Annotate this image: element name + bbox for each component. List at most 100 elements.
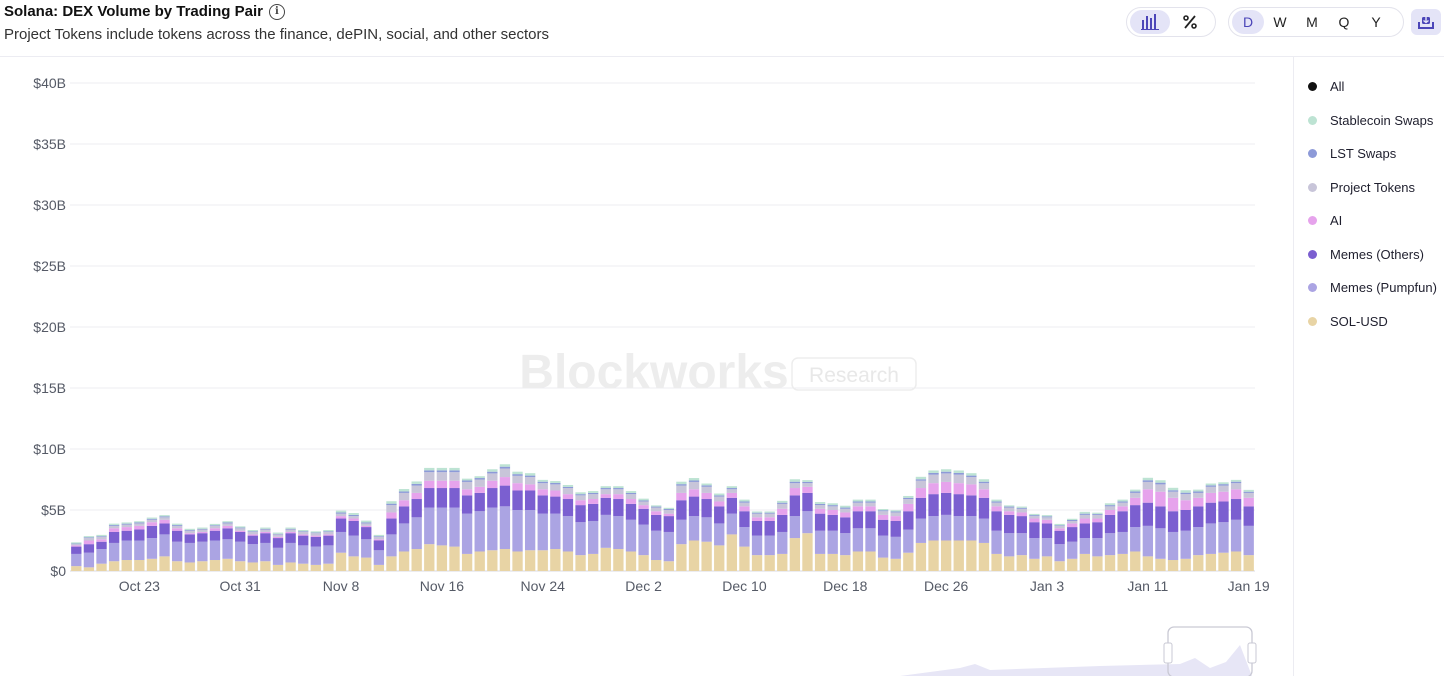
bar-segment[interactable] [600, 497, 611, 515]
bar-segment[interactable] [840, 507, 851, 509]
bar-segment[interactable] [235, 526, 246, 528]
bar-segment[interactable] [940, 473, 952, 482]
bar-segment[interactable] [171, 528, 183, 531]
bar-segment[interactable] [386, 556, 397, 571]
bar-segment[interactable] [1243, 506, 1254, 526]
bar-segment[interactable] [550, 549, 561, 571]
bar-segment[interactable] [1029, 558, 1040, 571]
bar-segment[interactable] [260, 528, 271, 530]
bar-segment[interactable] [121, 522, 132, 524]
bar-segment[interactable] [991, 502, 1002, 507]
bar-segment[interactable] [209, 525, 221, 529]
bar-segment[interactable] [852, 511, 864, 529]
bar-segment[interactable] [272, 532, 284, 534]
bar-segment[interactable] [991, 501, 1002, 503]
bar-segment[interactable] [424, 470, 435, 473]
bar-segment[interactable] [739, 546, 750, 571]
bar-segment[interactable] [827, 530, 838, 554]
bar-segment[interactable] [424, 472, 435, 481]
bar-segment[interactable] [146, 525, 158, 539]
bar-segment[interactable] [398, 492, 410, 501]
bar-segment[interactable] [1004, 506, 1015, 508]
bar-segment[interactable] [865, 499, 876, 502]
bar-segment[interactable] [1016, 516, 1027, 534]
bar-segment[interactable] [323, 531, 334, 532]
bar-segment[interactable] [814, 505, 826, 509]
bar-segment[interactable] [96, 536, 107, 540]
bar-segment[interactable] [966, 516, 977, 541]
bar-segment[interactable] [827, 510, 838, 515]
bar-segment[interactable] [1243, 492, 1254, 498]
bar-segment[interactable] [411, 549, 422, 571]
legend-item[interactable]: Memes (Others) [1308, 238, 1444, 272]
bar-segment[interactable] [398, 491, 410, 493]
bar-segment[interactable] [285, 531, 296, 534]
bar-segment[interactable] [852, 499, 864, 502]
bar-segment[interactable] [739, 499, 750, 502]
bar-segment[interactable] [1230, 551, 1242, 571]
bar-segment[interactable] [1205, 486, 1217, 493]
bar-segment[interactable] [978, 479, 990, 482]
bar-segment[interactable] [663, 513, 674, 517]
bar-segment[interactable] [461, 553, 473, 571]
bar-segment[interactable] [171, 561, 183, 571]
bar-segment[interactable] [71, 566, 82, 571]
bar-segment[interactable] [676, 485, 687, 493]
bar-segment[interactable] [1218, 484, 1229, 486]
bar-segment[interactable] [361, 522, 372, 524]
bar-segment[interactable] [424, 544, 435, 571]
bar-segment[interactable] [726, 488, 738, 490]
bar-segment[interactable] [903, 499, 914, 504]
bar-segment[interactable] [562, 484, 574, 487]
bar-segment[interactable] [688, 481, 700, 490]
legend-item[interactable]: LST Swaps [1308, 137, 1444, 171]
bar-segment[interactable] [991, 511, 1002, 531]
bar-segment[interactable] [159, 556, 170, 571]
bar-segment[interactable] [1079, 511, 1090, 514]
bar-segment[interactable] [121, 530, 132, 541]
bar-segment[interactable] [1180, 490, 1191, 493]
bar-segment[interactable] [424, 488, 435, 508]
bar-segment[interactable] [953, 483, 964, 495]
bar-segment[interactable] [550, 482, 561, 485]
bar-segment[interactable] [537, 479, 548, 482]
bar-segment[interactable] [1218, 522, 1229, 553]
bar-segment[interactable] [789, 479, 801, 482]
bar-segment[interactable] [134, 522, 145, 524]
legend-item[interactable]: Project Tokens [1308, 171, 1444, 205]
bar-segment[interactable] [777, 500, 788, 503]
bar-segment[interactable] [1180, 494, 1191, 501]
bar-segment[interactable] [209, 525, 221, 526]
bar-segment[interactable] [449, 470, 460, 473]
legend-item[interactable]: Stablecoin Swaps [1308, 104, 1444, 138]
bar-segment[interactable] [676, 519, 687, 545]
bar-segment[interactable] [1054, 544, 1065, 562]
bar-segment[interactable] [852, 506, 864, 512]
bar-segment[interactable] [96, 539, 107, 542]
bar-segment[interactable] [1130, 491, 1141, 493]
bar-segment[interactable] [1029, 513, 1040, 516]
bar-segment[interactable] [714, 523, 725, 546]
bar-segment[interactable] [1243, 497, 1254, 507]
bar-segment[interactable] [764, 535, 775, 556]
bar-segment[interactable] [335, 513, 347, 517]
bar-segment[interactable] [903, 495, 914, 498]
bar-segment[interactable] [739, 527, 750, 547]
bar-segment[interactable] [714, 495, 725, 497]
bar-segment[interactable] [411, 483, 422, 486]
legend-item[interactable]: AI [1308, 204, 1444, 238]
bar-segment[interactable] [310, 546, 321, 565]
bar-segment[interactable] [272, 534, 284, 537]
bar-segment[interactable] [272, 533, 284, 535]
bar-segment[interactable] [348, 520, 359, 536]
bar-segment[interactable] [209, 528, 221, 531]
bar-segment[interactable] [903, 552, 914, 571]
bar-segment[interactable] [1142, 480, 1154, 482]
bar-segment[interactable] [676, 484, 687, 486]
bar-segment[interactable] [146, 518, 158, 520]
bar-segment[interactable] [663, 516, 674, 532]
bar-segment[interactable] [1117, 502, 1128, 507]
bar-segment[interactable] [562, 486, 574, 489]
bar-segment[interactable] [96, 534, 107, 537]
bar-chart-button[interactable] [1130, 10, 1170, 34]
